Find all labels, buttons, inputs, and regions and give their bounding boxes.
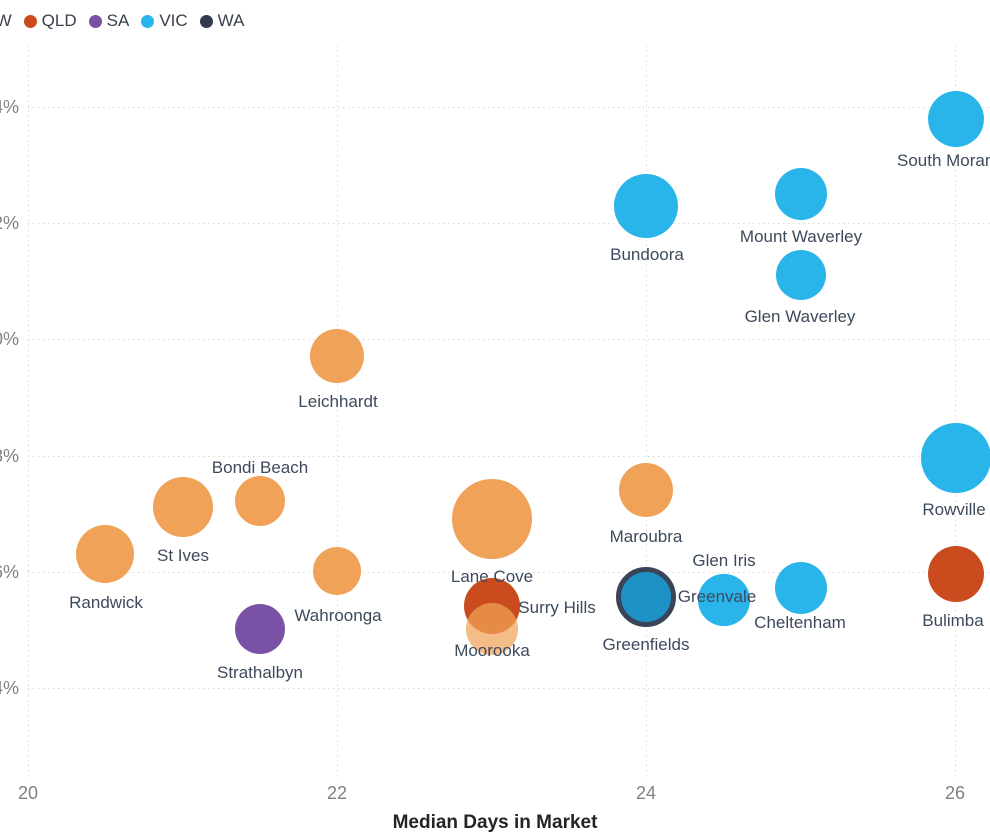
- y-tick-4-: 4%: [0, 678, 19, 698]
- bubble-maroubra[interactable]: [619, 462, 674, 517]
- bubble-cheltenham[interactable]: [775, 562, 827, 615]
- gridline-x-20: [28, 45, 29, 777]
- gridline-y-12-: [28, 223, 990, 224]
- legend-label-nsw: NSW: [0, 11, 12, 30]
- label-randwick: Randwick: [69, 593, 143, 612]
- bubble-mount-waverley[interactable]: [775, 168, 827, 220]
- label-strathalbyn: Strathalbyn: [217, 663, 303, 682]
- legend-item-qld[interactable]: QLD: [23, 11, 77, 31]
- legend-item-wa[interactable]: WA: [199, 11, 245, 31]
- gridline-y-8-: [28, 456, 990, 457]
- label-south-morang: South Morang: [897, 151, 990, 170]
- bubble-bulimba[interactable]: [927, 545, 984, 602]
- legend-label-wa: WA: [217, 11, 245, 30]
- gridline-y-4-: [28, 688, 990, 689]
- legend-label-qld: QLD: [41, 11, 77, 30]
- label-surry-hills: Surry Hills: [518, 598, 596, 617]
- bubble-surry-hills[interactable]: [465, 603, 518, 655]
- label-moorooka: Moorooka: [454, 641, 530, 660]
- label-glen-waverley: Glen Waverley: [744, 307, 856, 326]
- label-wahroonga: Wahroonga: [294, 606, 382, 625]
- label-maroubra: Maroubra: [609, 527, 683, 546]
- legend-dot-wa-icon: [199, 14, 213, 28]
- bubble-greenvale[interactable]: [697, 574, 750, 626]
- bubble-glen-waverley[interactable]: [776, 250, 826, 301]
- x-axis-title: Median Days in Market: [392, 812, 598, 833]
- gridline-x-26: [955, 45, 956, 777]
- gridline-y-6-: [28, 572, 990, 573]
- gridline-x-24: [646, 45, 647, 777]
- label-cheltenham: Cheltenham: [754, 613, 846, 632]
- gridline-x-22: [337, 45, 338, 777]
- label-greenfields: Greenfields: [602, 635, 690, 654]
- label-lane-cove: Lane Cove: [450, 567, 534, 586]
- bubble-greenfields[interactable]: [616, 567, 677, 628]
- bubble-wahroonga[interactable]: [313, 547, 362, 595]
- label-greenvale: Greenvale: [677, 587, 757, 606]
- legend-label-sa: SA: [106, 11, 130, 30]
- bubble-randwick[interactable]: [76, 524, 135, 583]
- bubble-bondi-beach[interactable]: [234, 476, 285, 527]
- legend-item-sa[interactable]: SA: [88, 11, 130, 31]
- bubble-leichhardt[interactable]: [310, 329, 365, 384]
- y-tick-6-: 6%: [0, 562, 19, 582]
- x-tick-20: 20: [17, 783, 39, 803]
- y-tick-14-: 14%: [0, 97, 19, 117]
- legend-dot-vic-icon: [141, 14, 155, 28]
- gridline-y-14-: [28, 107, 990, 108]
- label-st-ives: St Ives: [157, 546, 209, 565]
- legend-dot-qld-icon: [23, 14, 37, 28]
- bubble-strathalbyn[interactable]: [234, 604, 285, 654]
- label-bundoora: Bundoora: [610, 245, 684, 264]
- label-mount-waverley: Mount Waverley: [739, 227, 863, 246]
- label-bondi-beach: Bondi Beach: [211, 458, 309, 477]
- bubble-lane-cove[interactable]: [451, 478, 532, 559]
- legend: NSW QLD SA VIC WA: [0, 11, 244, 31]
- x-tick-26: 26: [944, 783, 966, 803]
- bubble-rowville[interactable]: [920, 422, 990, 493]
- y-tick-8-: 8%: [0, 446, 19, 466]
- legend-item-vic[interactable]: VIC: [141, 11, 188, 31]
- legend-item-nsw[interactable]: NSW: [0, 11, 12, 31]
- label-glen-iris: Glen Iris: [692, 551, 756, 570]
- gridline-y-10-: [28, 339, 990, 340]
- label-rowville: Rowville: [922, 500, 986, 519]
- x-tick-22: 22: [326, 783, 348, 803]
- label-bulimba: Bulimba: [922, 611, 984, 630]
- x-tick-24: 24: [635, 783, 657, 803]
- legend-dot-sa-icon: [88, 14, 102, 28]
- bubble-bundoora[interactable]: [614, 173, 679, 238]
- y-tick-10-: 10%: [0, 329, 19, 349]
- label-leichhardt: Leichhardt: [298, 392, 378, 411]
- legend-label-vic: VIC: [159, 11, 188, 30]
- bubble-st-ives[interactable]: [152, 477, 213, 538]
- y-tick-12-: 12%: [0, 213, 19, 233]
- bubble-south-morang[interactable]: [927, 90, 984, 147]
